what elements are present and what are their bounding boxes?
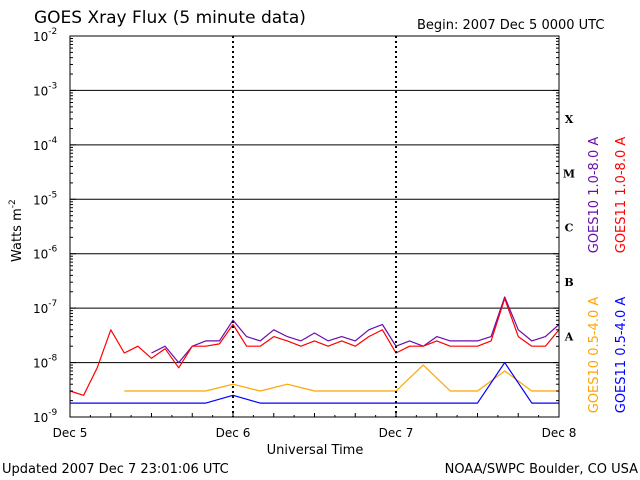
data-series [69, 296, 560, 404]
y-tick-label: 10-4 [33, 136, 58, 153]
legend-entry: GOES11 1.0-8.0 A [614, 137, 629, 254]
y-axis-label: Watts m-2 [8, 199, 25, 262]
y-tick-label: 10-6 [33, 245, 58, 262]
x-tick-label: Dec 5 [53, 426, 88, 440]
y-tick-label: 10-7 [33, 299, 57, 316]
y-tick-label: 10-2 [33, 27, 57, 44]
legend-entry: GOES11 0.5-4.0 A [614, 297, 629, 414]
series-line-2 [69, 298, 560, 396]
legend-entry: GOES10 0.5-4.0 A [587, 297, 602, 414]
day-markers [232, 36, 397, 417]
flare-class-label: C [565, 222, 574, 235]
flare-class-label: X [565, 113, 574, 126]
x-tick-label: Dec 8 [542, 426, 577, 440]
gridlines [70, 89, 559, 364]
y-tick-label: 10-8 [33, 354, 58, 371]
y-tick-label: 10-5 [33, 190, 57, 207]
flare-class-label: M [563, 167, 575, 180]
x-axis-ticks: Dec 5 Dec 6 Dec 7 Dec 8 [53, 411, 577, 440]
series-line-3 [124, 364, 559, 392]
x-tick-label: Dec 6 [216, 426, 251, 440]
x-axis-label: Universal Time [267, 443, 364, 458]
series-line-4 [70, 362, 559, 404]
plot-frame [69, 35, 560, 418]
chart-title: GOES Xray Flux (5 minute data) [34, 8, 306, 28]
flare-class-labels: X M C B A [563, 113, 575, 344]
y-tick-label: 10-3 [33, 81, 57, 98]
legend-entry: GOES10 1.0-8.0 A [587, 137, 602, 254]
x-tick-label: Dec 7 [379, 426, 414, 440]
source-credit: NOAA/SWPC Boulder, CO USA [445, 462, 638, 477]
series-line-1 [151, 296, 560, 364]
y-axis-ticks: 10-2 10-3 10-4 10-5 10-6 10-7 10-8 10-9 [33, 27, 559, 425]
legend: GOES10 1.0-8.0 A GOES11 1.0-8.0 A GOES10 0… [587, 137, 629, 414]
y-tick-label: 10-9 [33, 408, 58, 425]
flare-class-label: A [564, 331, 574, 344]
updated-timestamp: Updated 2007 Dec 7 23:01:06 UTC [2, 462, 229, 477]
flare-class-label: B [564, 276, 573, 289]
begin-label: Begin: 2007 Dec 5 0000 UTC [417, 18, 604, 33]
